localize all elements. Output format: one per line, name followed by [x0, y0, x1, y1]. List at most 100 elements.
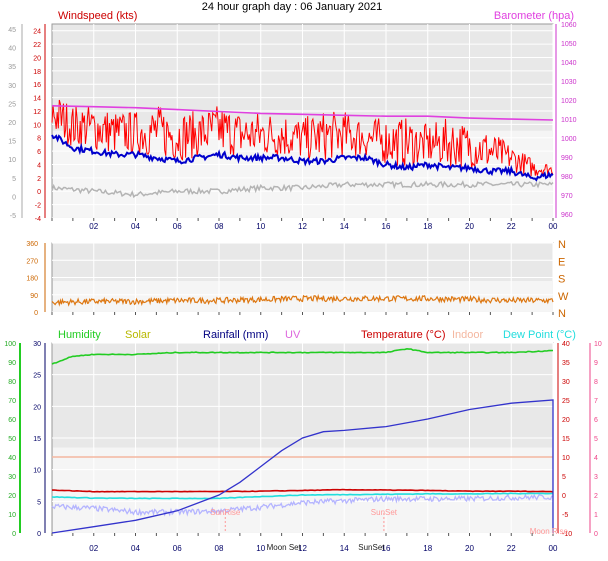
temperature-x-tick-label: 22	[507, 544, 516, 553]
wind-x-tick-label: 16	[382, 222, 391, 231]
gust-y-tick-label: 45	[8, 27, 16, 34]
gust-y-tick-label: 35	[8, 64, 16, 71]
direction-y-tick-label: 270	[26, 258, 38, 265]
gust-y-tick-label: 15	[8, 139, 16, 146]
legend-item: Indoor	[452, 329, 484, 341]
uv-y-tick-label: 0	[594, 531, 598, 538]
rain-y-tick-label: 15	[33, 436, 41, 443]
compass-label: S	[558, 274, 565, 286]
baro-y-tick-label: 1060	[561, 22, 577, 29]
gust-y-tick-label: 10	[8, 157, 16, 164]
humidity-y-tick-label: 10	[8, 512, 16, 519]
windspeed-legend: Windspeed (kts)	[58, 10, 137, 22]
wind-y-tick-label: -4	[35, 216, 41, 223]
humidity-y-tick-label: 20	[8, 493, 16, 500]
temperature-x-tick-label: 08	[215, 544, 224, 553]
wind-y-tick-label: 22	[33, 42, 41, 49]
temperature-x-tick-label: 02	[89, 544, 98, 553]
wind-y-tick-label: 12	[33, 109, 41, 116]
annotation-label: SunSet	[358, 543, 385, 552]
temperature-x-tick-label: 06	[173, 544, 182, 553]
humidity-y-tick-label: 80	[8, 379, 16, 386]
baro-y-tick-label: 1040	[561, 60, 577, 67]
windspeed-line	[51, 99, 553, 177]
wind-y-tick-label: 20	[33, 55, 41, 62]
wind-y-tick-label: 6	[37, 149, 41, 156]
direction-y-tick-label: 180	[26, 276, 38, 283]
legend-item: Solar	[125, 329, 151, 341]
temperature-x-tick-label: 12	[298, 544, 307, 553]
temperature-panel: 0510152025300102030405060708090100-10-50…	[4, 329, 602, 553]
wind-y-tick-label: 4	[37, 162, 41, 169]
temperature-x-tick-label: 18	[423, 544, 432, 553]
wind-x-tick-label: 00	[549, 222, 558, 231]
gust-y-tick-label: 20	[8, 120, 16, 127]
rain-y-tick-label: 25	[33, 373, 41, 380]
temperature-x-tick-label: 10	[256, 544, 265, 553]
temperature-y-tick-label: 20	[562, 417, 570, 424]
wind-x-tick-label: 12	[298, 222, 307, 231]
rain-y-tick-label: 0	[37, 531, 41, 538]
baro-y-tick-label: 980	[561, 174, 573, 181]
baro-y-tick-label: 960	[561, 212, 573, 219]
barometer-line	[51, 105, 554, 121]
graph-title: 24 hour graph day : 06 January 2021	[202, 1, 382, 13]
apparent-temp-line	[51, 493, 554, 517]
baro-y-tick-label: 1020	[561, 98, 577, 105]
legend-item: Dew Point (°C)	[503, 329, 576, 341]
humidity-y-tick-label: 30	[8, 474, 16, 481]
temperature-y-tick-label: 15	[562, 436, 570, 443]
wind-y-tick-label: 2	[37, 176, 41, 183]
gust-y-tick-label: 5	[12, 176, 16, 183]
legend-item: UV	[285, 329, 301, 341]
humidity-y-tick-label: 90	[8, 360, 16, 367]
temperature-y-tick-label: -10	[562, 531, 572, 538]
rain-y-tick-label: 10	[33, 468, 41, 475]
uv-y-tick-label: 10	[594, 341, 602, 348]
temperature-x-tick-label: 00	[549, 544, 558, 553]
wind-y-tick-label: 18	[33, 69, 41, 76]
wind-x-tick-label: 22	[507, 222, 516, 231]
humidity-y-tick-label: 100	[4, 341, 16, 348]
wind-y-tick-label: 24	[33, 29, 41, 36]
uv-y-tick-label: 4	[594, 455, 598, 462]
uv-y-tick-label: 7	[594, 398, 598, 405]
barometer-legend: Barometer (hpa)	[494, 10, 574, 22]
temperature-line	[51, 488, 554, 493]
uv-y-tick-label: 2	[594, 493, 598, 500]
wind-x-tick-label: 18	[423, 222, 432, 231]
temperature-x-tick-label: 20	[465, 544, 474, 553]
baro-y-tick-label: 1010	[561, 117, 577, 124]
humidity-y-tick-label: 50	[8, 436, 16, 443]
dewpoint-line	[51, 492, 554, 500]
humidity-y-tick-label: 0	[12, 531, 16, 538]
wind-y-tick-label: 16	[33, 82, 41, 89]
wind-average-line	[51, 134, 554, 182]
uv-y-tick-label: 8	[594, 379, 598, 386]
temperature-x-tick-label: 16	[382, 544, 391, 553]
humidity-y-tick-label: 60	[8, 417, 16, 424]
wind-y-tick-label: 10	[33, 122, 41, 129]
gust-y-tick-label: 30	[8, 83, 16, 90]
rain-y-tick-label: 30	[33, 341, 41, 348]
temperature-y-tick-label: -5	[562, 512, 568, 519]
compass-label: E	[558, 256, 565, 268]
rain-y-tick-label: 20	[33, 404, 41, 411]
wind-x-tick-label: 02	[89, 222, 98, 231]
wind-x-tick-label: 08	[215, 222, 224, 231]
wind-x-tick-label: 06	[173, 222, 182, 231]
wind-x-tick-label: 20	[465, 222, 474, 231]
wind-x-tick-label: 04	[131, 222, 140, 231]
wind-y-tick-label: 14	[33, 96, 41, 103]
temperature-y-tick-label: 0	[562, 493, 566, 500]
annotation-label: Moon Set	[267, 543, 302, 552]
baro-y-tick-label: 1000	[561, 136, 577, 143]
legend-item: Temperature (°C)	[361, 329, 445, 341]
uv-y-tick-label: 5	[594, 436, 598, 443]
annotation-label: Moon Rise	[530, 527, 569, 536]
compass-label: N	[558, 308, 566, 320]
wind-low-line	[51, 180, 554, 199]
rainfall-line	[51, 399, 554, 534]
temperature-y-tick-label: 10	[562, 455, 570, 462]
